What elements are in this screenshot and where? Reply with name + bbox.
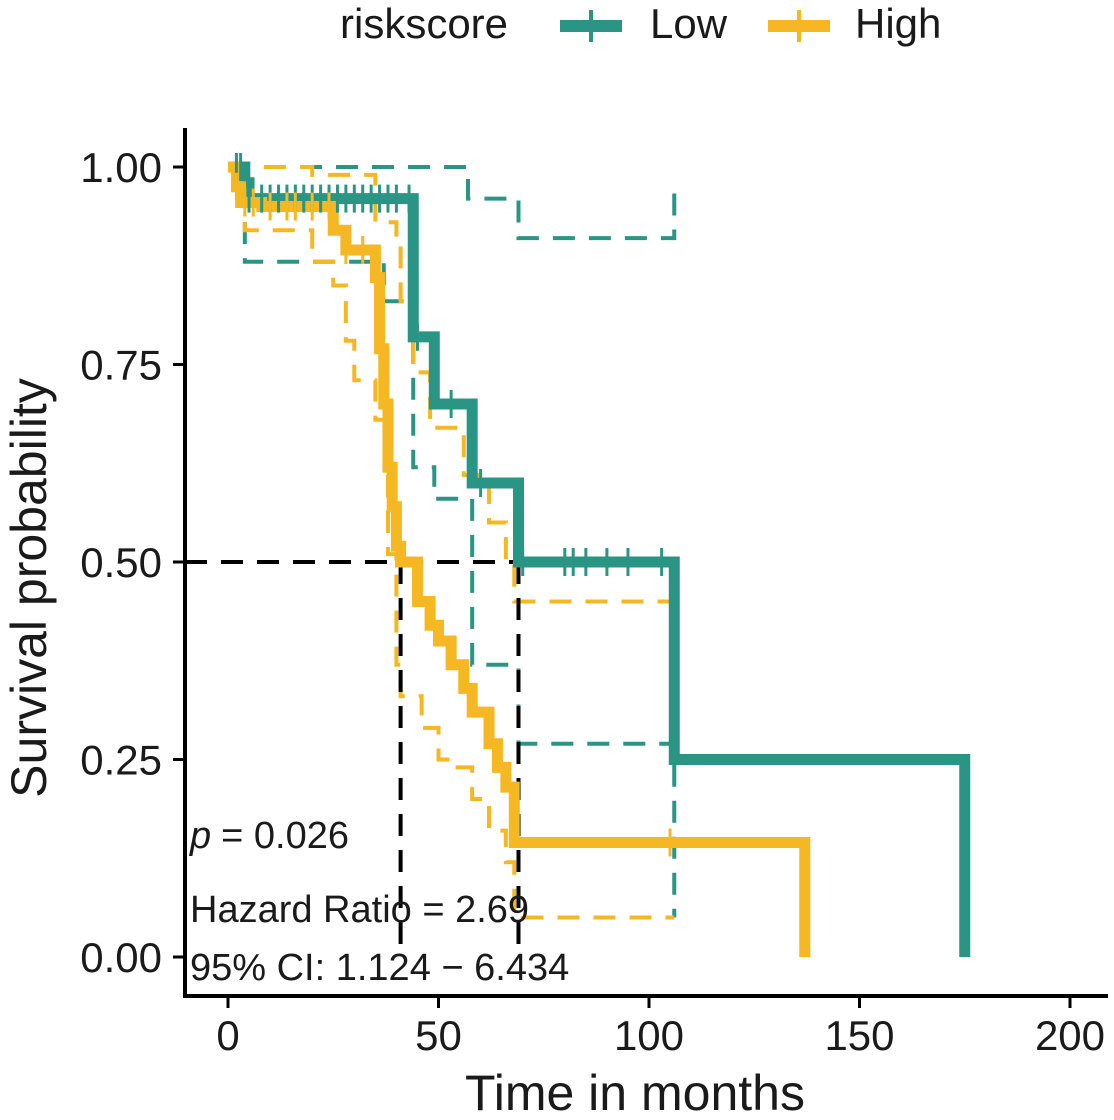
legend-title: riskscore <box>340 0 508 47</box>
low-ci-upper <box>228 165 677 241</box>
censor-marks <box>234 153 672 857</box>
confidence-interval-text: 95% CI: 1.124 − 6.434 <box>190 947 569 989</box>
x-tick-label: 100 <box>614 1012 684 1059</box>
stats-annotation: p = 0.026 Hazard Ratio = 2.69 95% CI: 1.1… <box>189 815 569 989</box>
low-ci-lower <box>228 165 677 918</box>
high-ci-lower <box>228 165 675 920</box>
median-lines <box>185 560 521 957</box>
low-survival-curve <box>228 161 971 957</box>
high-ci-upper <box>228 165 675 604</box>
x-tick-label: 150 <box>824 1012 894 1059</box>
legend: riskscore Low High <box>340 0 941 47</box>
legend-high-label: High <box>855 0 941 47</box>
confidence-bands <box>228 165 677 920</box>
hazard-ratio-text: Hazard Ratio = 2.69 <box>190 889 529 931</box>
y-axis-title: Survival probability <box>1 378 57 798</box>
x-tick-label: 200 <box>1035 1012 1105 1059</box>
p-value-text: p = 0.026 <box>189 815 349 857</box>
x-axis-title: Time in months <box>465 1065 805 1120</box>
x-tick-label: 50 <box>415 1012 462 1059</box>
x-tick-label: 0 <box>216 1012 239 1059</box>
legend-low-label: Low <box>650 0 728 47</box>
y-tick-label: 0.75 <box>80 342 162 389</box>
y-tick-label: 1.00 <box>80 144 162 191</box>
y-tick-label: 0.50 <box>80 539 162 586</box>
y-tick-label: 0.00 <box>80 934 162 981</box>
axis-ticks: 0 50 100 150 200 0.00 0.25 0.50 0.75 1.00 <box>80 144 1105 1059</box>
y-tick-label: 0.25 <box>80 737 162 784</box>
